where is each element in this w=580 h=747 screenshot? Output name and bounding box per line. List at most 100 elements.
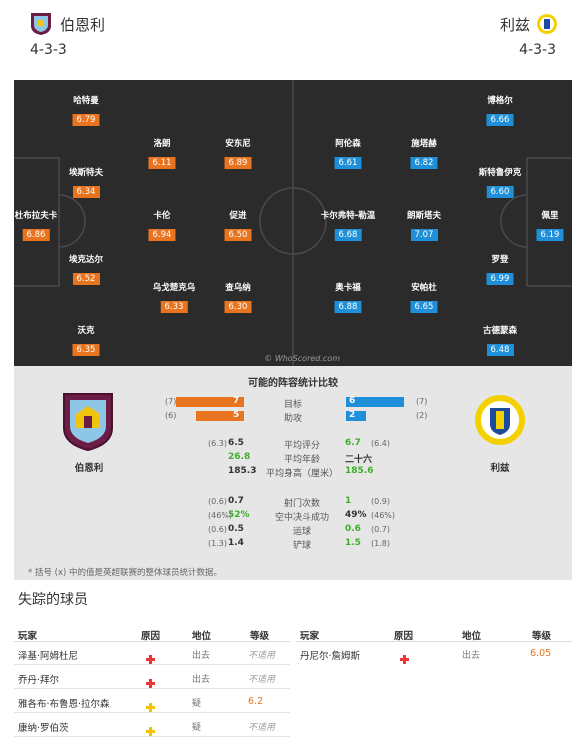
missing-player-name[interactable]: 康纳·罗伯茨 [18,723,69,734]
col-rating[interactable]: 等级 [250,631,270,642]
stats-title: 可能的阵容统计比较 [248,378,338,389]
stat-label: 平均身高（厘米） [265,469,338,479]
bar-home-avg: (7) [165,397,177,406]
missing-status: 出去 [192,651,211,661]
missing-rating: 6.05 [530,648,552,659]
injury-red-cross-icon [146,655,155,664]
missing-rating: 不适用 [248,651,276,661]
player-home-dubravka[interactable]: 杜布拉夫卡 6.86 [14,211,58,241]
missing-row-away[interactable]: 丹尼尔·詹姆斯 出去 6.05 [296,642,572,665]
col-player[interactable]: 玩家 [300,631,320,642]
bar-away-avg: (2) [416,411,428,420]
stat-home-avg: (46%) [208,511,233,520]
stat-label: 运球 [292,527,311,537]
pitch-lines [14,80,572,366]
stats-home-team-label: 伯恩利 [74,463,104,474]
missing-player-name[interactable]: 丹尼尔·詹姆斯 [300,651,361,662]
stats-away-team-label: 利兹 [490,463,510,474]
stat-away-avg: (0.7) [371,525,390,534]
player-away-ampadu[interactable]: 安帕杜 6.65 [410,283,438,313]
missing-rating: 6.2 [248,696,264,707]
stat-home-value: 26.8 [228,452,251,462]
stat-label: 铲球 [292,541,311,551]
player-home-walker[interactable]: 沃克 6.35 [72,326,100,356]
player-away-rodon[interactable]: 罗登 6.99 [486,255,514,285]
away-team-name[interactable]: 利兹 [499,16,530,34]
col-status[interactable]: 地位 [462,631,482,642]
stat-away-value: 6.7 [345,438,361,448]
stat-away-avg: (6.4) [371,439,390,448]
player-away-stach[interactable]: 施塔赫 6.82 [410,139,438,169]
stat-home-value: 185.3 [228,466,257,476]
player-home-cullen[interactable]: 卡伦 6.94 [148,211,176,241]
missing-away-header: 玩家 原因 地位 等级 [296,622,572,642]
stat-away-value: 185.6 [345,466,374,476]
missing-rating: 不适用 [248,723,276,733]
player-home-ekdal[interactable]: 埃克达尔 6.52 [68,255,104,285]
player-away-perri[interactable]: 佩里 6.19 [536,211,564,241]
col-reason[interactable]: 原因 [141,631,161,642]
stat-home-value: 52% [228,510,250,520]
missing-player-name[interactable]: 雅各布·布鲁恩·拉尔森 [18,699,110,710]
col-reason[interactable]: 原因 [394,631,414,642]
missing-players: 失踪的球员 玩家 原因 地位 等级 玩家 原因 地位 等级 泽基·阿姆杜尼 出去… [14,586,572,747]
player-away-gudmundsson[interactable]: 古德蒙森 6.48 [482,326,518,356]
player-home-chauna[interactable]: 查乌纳 6.30 [224,283,252,313]
missing-title: 失踪的球员 [18,592,88,608]
injury-red-cross-icon [146,679,155,688]
player-home-ugochukwu[interactable]: 乌戈楚克乌 6.33 [152,283,196,313]
stat-away-avg: (0.9) [371,497,390,506]
player-away-aaronson[interactable]: 阿伦森 6.61 [334,139,362,169]
away-formation: 4-3-3 [519,42,556,58]
col-player[interactable]: 玩家 [18,631,38,642]
stat-away-avg: (46%) [371,511,396,520]
bar-label: 助攻 [283,414,302,424]
pitch: 哈特曼 6.79 埃斯特夫 6.34 杜布拉夫卡 6.86 埃克达尔 6.52 沃克 6.… [14,80,572,366]
missing-row-home[interactable]: 康纳·罗伯茨 疑 不适用 [14,714,290,737]
bar-away-value: 2 [349,410,356,420]
stat-home-avg: (0.6) [208,525,227,534]
stat-home-value: 0.7 [228,496,244,506]
bar-label: 目标 [283,400,302,410]
player-home-esteve[interactable]: 埃斯特夫 6.34 [68,168,104,198]
player-away-okafor[interactable]: 奥卡福 6.88 [334,283,362,313]
col-rating[interactable]: 等级 [532,631,552,642]
missing-player-name[interactable]: 乔丹·拜尔 [18,675,60,686]
bar-away-avg: (7) [416,397,428,406]
missing-player-name[interactable]: 泽基·阿姆杜尼 [18,651,79,662]
burnley-crest-large-icon [63,393,113,452]
stat-label: 平均年龄 [283,455,320,465]
stat-away-value: 0.6 [345,524,361,534]
bar-home-value: 7 [233,396,240,406]
leeds-crest-icon [537,14,557,34]
missing-row-home[interactable]: 乔丹·拜尔 出去 不适用 [14,666,290,689]
stat-away-avg: (1.8) [371,539,390,548]
bar-away-fill [346,411,366,421]
missing-row-home[interactable]: 雅各布·布鲁恩·拉尔森 疑 6.2 [14,690,290,713]
missing-row-home[interactable]: 泽基·阿姆杜尼 出去 不适用 [14,642,290,665]
player-away-bogle[interactable]: 博格尔 6.66 [486,96,514,126]
stat-home-value: 1.4 [228,538,244,548]
bar-home-fill [176,397,244,407]
player-away-calvert-lewin[interactable]: 卡尔弗特-勒温 6.68 [320,211,376,241]
stat-label: 射门次数 [283,499,320,509]
bar-home-avg: (6) [165,411,177,420]
col-status[interactable]: 地位 [192,631,212,642]
leeds-crest-large-icon [475,395,525,445]
player-away-struijk[interactable]: 斯特鲁伊克 6.60 [478,168,522,198]
stat-away-value: 二十六 [345,455,373,465]
bar-home-value: 5 [233,410,240,420]
stat-away-value: 1.5 [345,538,361,548]
player-home-anthony[interactable]: 安东尼 6.89 [224,139,252,169]
lineup-stats-comparison: 可能的阵容统计比较 伯恩利 利兹 (7) 7 目标 6 (7) (6) 5 助攻… [14,366,572,580]
doubtful-yellow-cross-icon [146,727,155,736]
stat-home-value: 0.5 [228,524,244,534]
lineup-header: 伯恩利 4-3-3 利兹 4-3-3 [14,0,572,78]
player-home-laurent[interactable]: 洛朗 6.11 [148,139,176,169]
player-home-promote[interactable]: 促进 6.50 [224,211,252,241]
home-team-name[interactable]: 伯恩利 [60,16,106,34]
burnley-crest-icon [31,13,51,35]
player-away-longstaff[interactable]: 朗斯塔夫 7.07 [406,211,442,241]
player-home-hartman[interactable]: 哈特曼 6.79 [72,96,100,126]
missing-status: 疑 [192,699,202,709]
